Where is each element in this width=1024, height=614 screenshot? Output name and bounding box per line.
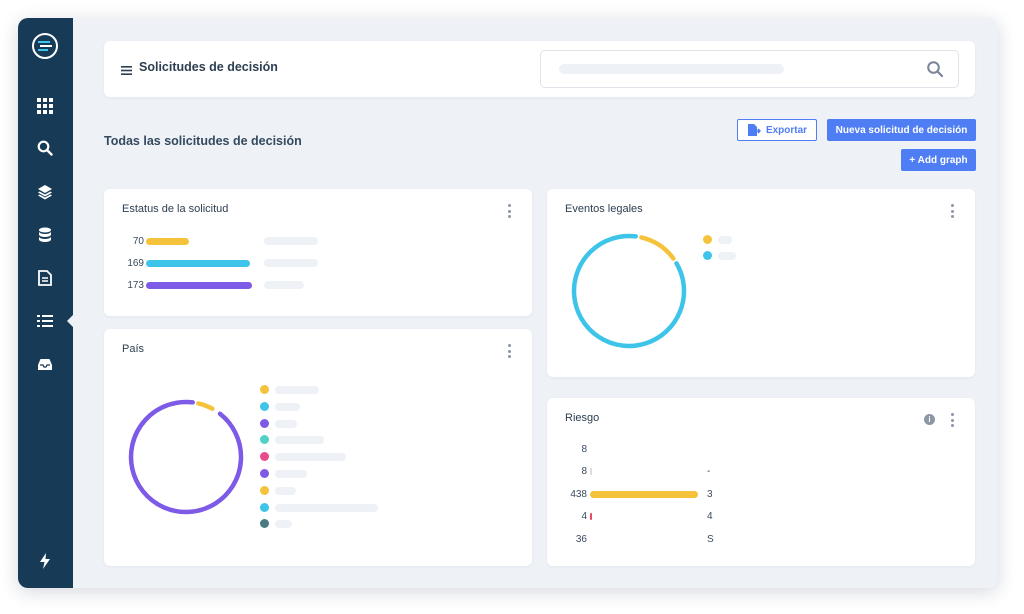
add-graph-button[interactable]: + Add graph — [901, 149, 976, 171]
bar-value-label: 169 — [127, 258, 144, 269]
header-title: Solicitudes de decisión — [139, 60, 278, 74]
kebab-menu-icon[interactable] — [508, 344, 512, 358]
export-icon — [747, 124, 761, 136]
top-bar: Solicitudes de decisión — [104, 41, 975, 97]
bar-value-label: 36 — [575, 533, 587, 545]
legend-placeholder — [275, 453, 346, 462]
placeholder-bar — [264, 237, 318, 245]
legend-dot — [260, 519, 269, 529]
legend-dot — [260, 385, 269, 394]
bar-value-label: 8 — [581, 444, 587, 455]
bar-value-label: 173 — [127, 280, 144, 291]
checklist-icon[interactable] — [34, 310, 56, 332]
page-title: Todas las solicitudes de decisión — [104, 134, 302, 148]
legend-placeholder — [275, 470, 307, 478]
placeholder-bar — [264, 281, 304, 289]
bar-value-label: 70 — [132, 236, 144, 247]
card-title: Eventos legales — [565, 203, 643, 215]
legal-events-card: Eventos legales — [547, 189, 975, 377]
legend-dot — [260, 469, 269, 478]
donut-slice[interactable] — [639, 235, 676, 261]
status-bar-row: 169 — [122, 258, 262, 269]
lightning-icon[interactable] — [34, 550, 56, 572]
risk-side-label: 4 — [707, 511, 713, 523]
database-icon[interactable] — [34, 224, 56, 246]
bar-value-label: 8 — [581, 466, 587, 478]
risk-bar-row: 8- — [547, 466, 747, 478]
bar[interactable] — [146, 238, 189, 245]
legend-placeholder — [275, 402, 300, 411]
donut-chart — [128, 399, 244, 515]
app-window: Solicitudes de decisión Todas las solici… — [18, 18, 998, 588]
legend-placeholder — [275, 503, 378, 512]
kebab-menu-icon[interactable] — [508, 204, 512, 218]
legend-dot — [260, 418, 269, 428]
legend-dot — [703, 235, 712, 244]
new-decision-request-button[interactable]: Nueva solicitud de decisión — [827, 119, 976, 141]
donut-slice[interactable] — [128, 399, 244, 515]
bar-value-label: 4 — [581, 511, 587, 523]
card-title: Estatus de la solicitud — [122, 203, 229, 215]
risk-side-label: - — [707, 466, 711, 478]
legend-placeholder — [275, 386, 319, 394]
legend-placeholder — [275, 486, 296, 495]
search-input[interactable] — [540, 50, 959, 88]
search-icon[interactable] — [926, 60, 944, 83]
risk-card: Riesgo i 8 8-438 3 4 4 36 S — [547, 398, 975, 566]
hamburger-icon[interactable] — [121, 62, 132, 80]
legend-placeholder — [275, 436, 324, 445]
risk-bar-row: 438 3 — [547, 489, 747, 501]
grid-icon[interactable] — [34, 95, 56, 117]
legend-dot — [260, 502, 269, 512]
bar[interactable] — [590, 468, 592, 476]
kebab-menu-icon[interactable] — [951, 413, 955, 427]
legend-dot — [260, 401, 269, 411]
legend-dot — [260, 435, 269, 445]
search-placeholder — [559, 64, 784, 74]
risk-bars: 8 8-438 3 4 4 36 S — [547, 444, 767, 554]
bar[interactable] — [146, 260, 250, 267]
bar[interactable] — [146, 282, 252, 289]
info-icon[interactable]: i — [924, 414, 935, 425]
card-title: País — [122, 343, 145, 355]
legend-placeholder — [718, 236, 732, 244]
logo-icon[interactable] — [31, 32, 59, 60]
bar[interactable] — [590, 513, 592, 521]
inbox-icon[interactable] — [34, 353, 56, 375]
legend-placeholder — [275, 520, 292, 529]
export-button[interactable]: Exportar — [737, 119, 817, 141]
document-icon[interactable] — [34, 267, 56, 289]
kebab-menu-icon[interactable] — [951, 204, 955, 218]
legend-dot — [703, 251, 712, 260]
bar[interactable] — [590, 490, 698, 498]
search-icon[interactable] — [34, 137, 56, 159]
risk-side-label: S — [707, 533, 714, 545]
risk-bar-row: 8 — [547, 444, 747, 456]
export-label: Exportar — [765, 124, 808, 136]
bar-value-label: 438 — [570, 488, 587, 500]
active-indicator — [67, 315, 73, 327]
donut-chart — [571, 233, 687, 349]
sidebar — [18, 18, 73, 588]
legend-dot — [260, 485, 269, 495]
country-card: País — [104, 329, 532, 566]
status-bar-row: 173 — [122, 280, 262, 291]
donut-slice[interactable] — [196, 401, 215, 411]
placeholder-bar — [264, 259, 318, 267]
legend-placeholder — [718, 252, 736, 260]
layers-icon[interactable] — [34, 181, 56, 203]
status-bar-row: 70 — [122, 236, 262, 247]
card-title: Riesgo — [565, 412, 600, 424]
donut-slice[interactable] — [571, 233, 687, 349]
legend-placeholder — [275, 419, 297, 428]
status-card: Estatus de la solicitud 70 169 173 — [104, 189, 532, 316]
legend-dot — [260, 452, 269, 462]
risk-side-label: 3 — [707, 488, 713, 500]
risk-bar-row: 36 S — [547, 534, 747, 546]
